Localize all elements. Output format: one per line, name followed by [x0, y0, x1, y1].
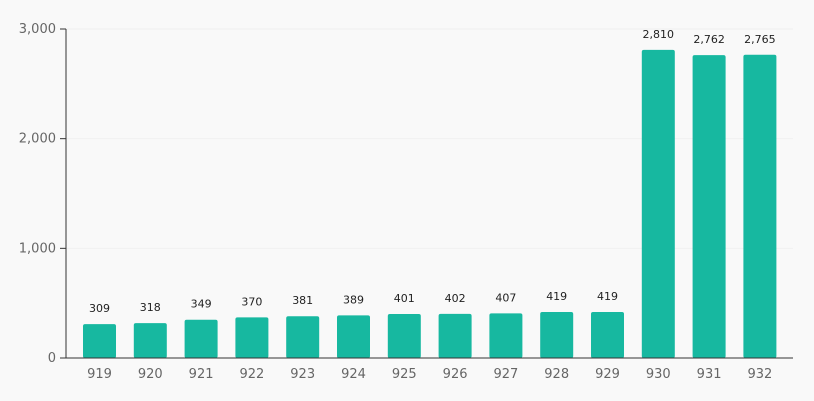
y-tick-label: 2,000	[19, 132, 56, 147]
x-tick-label: 919	[87, 367, 112, 382]
data-label: 309	[89, 302, 110, 315]
bar-927	[489, 313, 523, 358]
bar-931	[692, 55, 726, 358]
y-axis-ticks: 0 1,000 2,000 3,000	[19, 22, 66, 366]
data-label: 419	[597, 290, 618, 303]
x-tick-label: 922	[239, 367, 264, 382]
x-tick-label: 930	[646, 367, 671, 382]
data-label: 381	[292, 294, 313, 307]
x-tick-label: 924	[341, 367, 366, 382]
bar-930	[641, 49, 675, 358]
bar-929	[591, 312, 624, 358]
data-label: 2,765	[744, 33, 776, 46]
bar-932	[743, 54, 777, 358]
bar-924	[337, 315, 370, 358]
bar-928	[540, 312, 574, 358]
bar-921	[184, 319, 218, 358]
x-tick-label: 926	[443, 367, 468, 382]
data-label: 402	[445, 292, 466, 305]
data-label: 2,810	[643, 28, 675, 41]
bar-925	[387, 314, 421, 358]
x-tick-label: 929	[595, 367, 620, 382]
y-tick-label: 0	[48, 351, 56, 366]
bar-922	[235, 317, 269, 358]
bar-926	[438, 313, 472, 358]
data-label: 2,762	[693, 33, 725, 46]
x-tick-label: 925	[392, 367, 417, 382]
data-labels: 309 318 349 370 381 389 401 402 407 419 419 2,810 2,…	[89, 28, 776, 315]
gridlines	[66, 28, 793, 249]
bars	[83, 49, 777, 358]
data-label: 401	[394, 292, 415, 305]
x-tick-label: 928	[544, 367, 569, 382]
data-label: 419	[546, 290, 567, 303]
data-label: 407	[495, 291, 516, 304]
x-tick-label: 932	[747, 367, 772, 382]
x-tick-label: 931	[697, 367, 722, 382]
x-tick-label: 920	[138, 367, 163, 382]
x-tick-label: 923	[290, 367, 315, 382]
data-label: 389	[343, 293, 364, 306]
y-tick-label: 1,000	[19, 241, 56, 256]
data-label: 370	[241, 295, 262, 308]
data-label: 318	[140, 301, 161, 314]
bar-920	[133, 323, 167, 358]
y-tick-label: 3,000	[19, 22, 56, 37]
bar-923	[286, 316, 320, 358]
x-tick-label: 927	[493, 367, 518, 382]
bar-919	[83, 324, 116, 358]
x-tick-label: 921	[189, 367, 214, 382]
data-label: 349	[191, 298, 212, 311]
x-axis-ticks: 919 920 921 922 923 924 925 926 927 928 929 930 931 9…	[87, 367, 772, 382]
